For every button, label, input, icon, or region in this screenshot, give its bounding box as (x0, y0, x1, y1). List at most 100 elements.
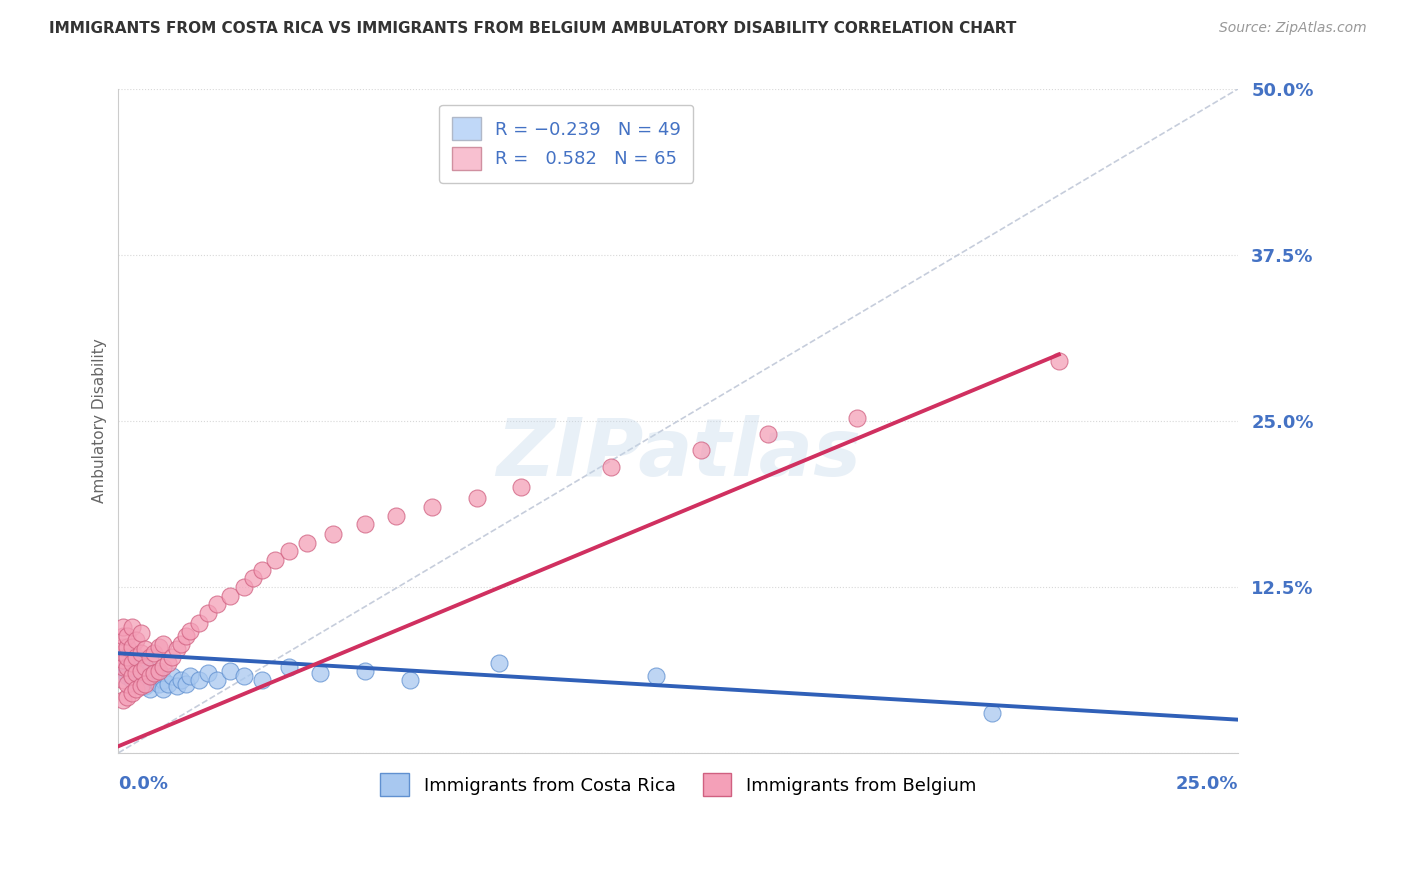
Point (143, 646, 166, 660)
Point (980, 706, 1002, 720)
Point (117, 669, 139, 683)
Point (277, 659, 299, 673)
Point (488, 656, 510, 670)
Point (160, 669, 183, 683)
Point (117, 650, 139, 665)
Point (134, 677, 156, 691)
Point (197, 666, 219, 681)
Point (219, 589, 242, 603)
Point (129, 680, 152, 694)
Point (205, 673, 228, 687)
Point (152, 659, 174, 673)
Point (121, 686, 143, 700)
Point (465, 491, 488, 505)
Point (295, 536, 318, 550)
Point (179, 624, 201, 638)
Point (510, 480, 533, 494)
Point (121, 664, 143, 678)
Point (322, 526, 344, 541)
Text: ZIPatlas: ZIPatlas (496, 415, 860, 493)
Point (143, 669, 166, 683)
Point (353, 517, 375, 532)
Point (174, 629, 197, 643)
Point (111, 659, 134, 673)
Point (143, 673, 166, 687)
Point (125, 650, 148, 665)
Point (152, 673, 174, 687)
Point (125, 632, 148, 647)
Point (139, 650, 162, 665)
Point (121, 669, 143, 683)
Point (129, 626, 152, 640)
Point (121, 669, 143, 683)
Point (134, 673, 156, 687)
Point (121, 640, 143, 654)
Point (188, 615, 211, 630)
Point (121, 620, 143, 634)
Point (111, 640, 134, 654)
Point (125, 666, 148, 681)
Point (219, 664, 242, 678)
Point (152, 682, 174, 697)
Point (111, 673, 134, 687)
Point (117, 677, 139, 691)
Point (170, 673, 193, 687)
Point (125, 682, 148, 697)
Point (309, 666, 332, 681)
Point (148, 664, 170, 678)
Point (174, 677, 197, 691)
Point (121, 673, 143, 687)
Point (111, 620, 134, 634)
Text: IMMIGRANTS FROM COSTA RICA VS IMMIGRANTS FROM BELGIUM AMBULATORY DISABILITY CORR: IMMIGRANTS FROM COSTA RICA VS IMMIGRANTS… (49, 21, 1017, 37)
Point (129, 677, 152, 691)
Point (111, 692, 134, 706)
Point (129, 646, 152, 660)
Point (353, 664, 375, 678)
Point (134, 666, 156, 681)
Point (188, 673, 211, 687)
Point (250, 563, 273, 577)
Point (152, 637, 174, 651)
Point (125, 666, 148, 681)
Y-axis label: Ambulatory Disability: Ambulatory Disability (93, 338, 107, 503)
Point (134, 642, 156, 657)
Point (644, 669, 666, 683)
Point (111, 659, 134, 673)
Point (139, 664, 162, 678)
Point (242, 570, 264, 584)
Point (232, 669, 254, 683)
Point (156, 677, 179, 691)
Point (205, 597, 228, 611)
Point (134, 680, 156, 694)
Point (420, 500, 443, 515)
Point (125, 659, 148, 673)
Point (385, 509, 408, 524)
Point (111, 650, 134, 665)
Point (121, 656, 143, 670)
Point (121, 656, 143, 670)
Point (117, 640, 139, 654)
Point (179, 669, 201, 683)
Point (111, 656, 134, 670)
Point (117, 659, 139, 673)
Point (756, 427, 779, 442)
Point (129, 669, 152, 683)
Point (129, 656, 152, 670)
Point (1047, 354, 1070, 368)
Point (232, 580, 254, 594)
Point (156, 656, 179, 670)
Point (139, 669, 162, 683)
Point (166, 642, 188, 657)
Point (250, 673, 273, 687)
Point (148, 640, 170, 654)
Point (129, 664, 152, 678)
Point (117, 659, 139, 673)
Point (134, 659, 156, 673)
Point (117, 629, 139, 643)
Point (846, 411, 869, 425)
Point (139, 682, 162, 697)
Point (148, 677, 170, 691)
Point (166, 680, 188, 694)
Point (111, 629, 134, 643)
Point (148, 666, 170, 681)
